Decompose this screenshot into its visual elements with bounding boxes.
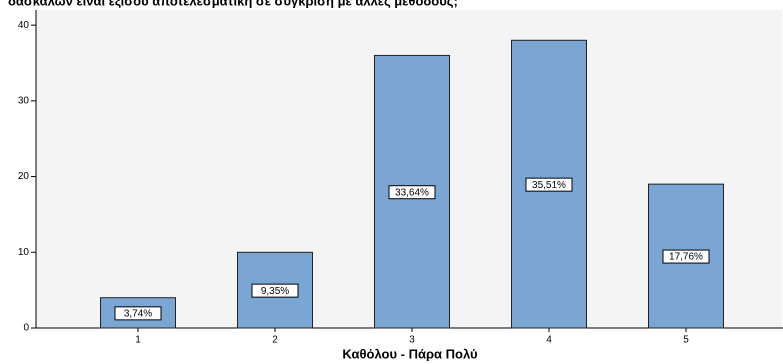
bar-label-box: [662, 249, 710, 264]
x-tick-label: 4: [546, 335, 552, 346]
y-tick-label: 10: [18, 247, 30, 258]
bar-label-box: [114, 306, 162, 321]
bar-label-box: [525, 177, 573, 192]
bar-label-box: [251, 283, 299, 298]
x-axis-label: Καθόλου - Πάρα Πολύ: [342, 346, 478, 361]
bar-label: 35,51%: [532, 180, 566, 191]
x-tick-label: 1: [135, 335, 141, 346]
bar-label: 3,74%: [124, 308, 152, 319]
x-tick-label: 5: [683, 335, 689, 346]
y-tick-label: 40: [18, 20, 30, 31]
x-tick-label: 3: [409, 335, 415, 346]
bar-label: 17,76%: [669, 252, 703, 263]
chart-title: δασκάλων είναι εξίσου αποτελεσματική σε …: [8, 0, 458, 8]
y-tick-label: 0: [23, 323, 29, 334]
bar-label: 33,64%: [395, 187, 429, 198]
bar-label-box: [388, 185, 436, 200]
y-tick-label: 30: [18, 95, 30, 106]
y-tick-label: 20: [18, 171, 30, 182]
bar-label: 9,35%: [261, 286, 289, 297]
x-tick-label: 2: [272, 335, 278, 346]
